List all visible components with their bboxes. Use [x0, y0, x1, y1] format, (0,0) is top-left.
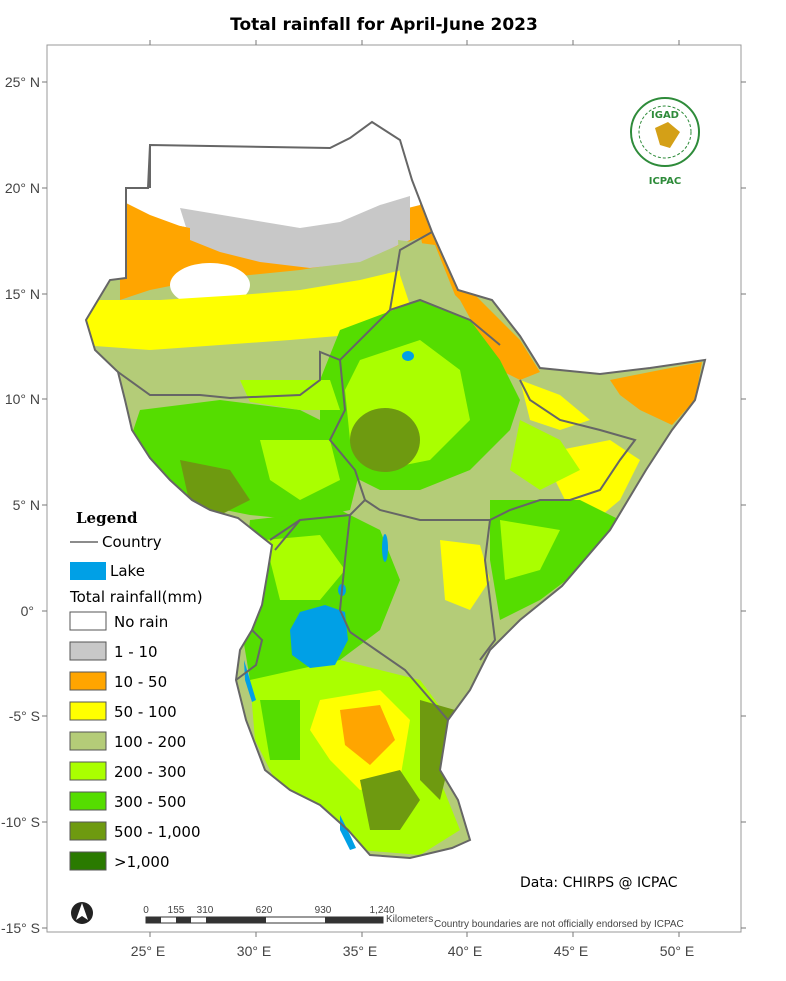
legend: Legend Country Lake Total rainfall(mm) N…: [69, 509, 203, 871]
scale-tick-310: 310: [197, 905, 214, 916]
country-borders: [84, 120, 707, 860]
scale-tick-155: 155: [168, 905, 185, 916]
legend-country-label: Country: [102, 533, 162, 551]
legend-class-label: 100 - 200: [114, 733, 186, 751]
rainfall-raster: [86, 122, 705, 858]
north-arrow-icon: [71, 902, 93, 924]
legend-swatch: [69, 671, 107, 691]
scale-unit: Kilometers: [386, 914, 433, 925]
lon-label-25e: 25° E: [131, 943, 165, 959]
legend-class-label: 50 - 100: [114, 703, 177, 721]
legend-class-label: No rain: [114, 613, 168, 631]
logo-bottom-text: ICPAC: [649, 176, 682, 187]
legend-class-label: 300 - 500: [114, 793, 186, 811]
scale-bar: 0 155 310 620 930 1,240 Kilometers: [143, 905, 433, 925]
boundary-disclaimer: Country boundaries are not officially en…: [434, 919, 684, 930]
lake-tanganyika: [244, 660, 256, 702]
scale-tick-0: 0: [143, 905, 149, 916]
legend-heading: Legend: [76, 509, 138, 527]
map-frame: [46, 44, 742, 933]
legend-swatch: [69, 791, 107, 811]
lat-label-20n: 20° N: [5, 180, 40, 196]
lat-label-5s: -5° S: [9, 708, 40, 724]
legend-class-label: 1 - 10: [114, 643, 158, 661]
lat-label-15n: 15° N: [5, 286, 40, 302]
legend-swatch: [69, 641, 107, 661]
africa-horn-icon: [655, 122, 680, 148]
lake-tana: [402, 351, 414, 361]
legend-rainfall-heading: Total rainfall(mm): [69, 588, 203, 606]
legend-swatch: [69, 701, 107, 721]
lat-label-25n: 25° N: [5, 74, 40, 90]
legend-swatch: [69, 851, 107, 871]
scale-tick-1240: 1,240: [369, 905, 394, 916]
legend-swatch: [69, 821, 107, 841]
lon-label-40e: 40° E: [448, 943, 482, 959]
data-credit: Data: CHIRPS @ ICPAC: [520, 875, 678, 891]
legend-class-label: 500 - 1,000: [114, 823, 201, 841]
lon-label-45e: 45° E: [554, 943, 588, 959]
lon-label-30e: 30° E: [237, 943, 271, 959]
legend-class-label: 10 - 50: [114, 673, 167, 691]
lat-label-10s: -10° S: [1, 814, 40, 830]
legend-class-label: >1,000: [114, 853, 170, 871]
legend-lake-label: Lake: [110, 562, 145, 580]
lat-label-15s: -15° S: [1, 920, 40, 936]
lat-label-5n: 5° N: [13, 497, 40, 513]
legend-swatch: [69, 611, 107, 631]
lat-axis: 25° N 20° N 15° N 10° N 5° N 0° -5° S -1…: [1, 74, 746, 936]
lake-victoria: [290, 605, 348, 668]
lon-label-50e: 50° E: [660, 943, 694, 959]
lon-axis: 25° E 30° E 35° E 40° E 45° E 50° E: [131, 40, 694, 959]
lat-label-0: 0°: [21, 603, 34, 619]
legend-classes: No rain 1 - 10 10 - 50 50 - 100 100 - 200 200…: [69, 611, 201, 871]
lake-turkana: [382, 534, 388, 562]
scale-tick-930: 930: [315, 905, 332, 916]
legend-class-label: 200 - 300: [114, 763, 186, 781]
legend-lake-swatch: [70, 562, 106, 580]
logo-top-text: IGAD: [651, 110, 679, 121]
lat-label-10n: 10° N: [5, 391, 40, 407]
lake-malawi: [340, 815, 356, 850]
lon-label-35e: 35° E: [343, 943, 377, 959]
scale-tick-620: 620: [256, 905, 273, 916]
legend-swatch: [69, 731, 107, 751]
map-title: Total rainfall for April-June 2023: [230, 15, 538, 35]
legend-swatch: [69, 761, 107, 781]
icpac-logo: IGAD ICPAC: [630, 97, 700, 187]
